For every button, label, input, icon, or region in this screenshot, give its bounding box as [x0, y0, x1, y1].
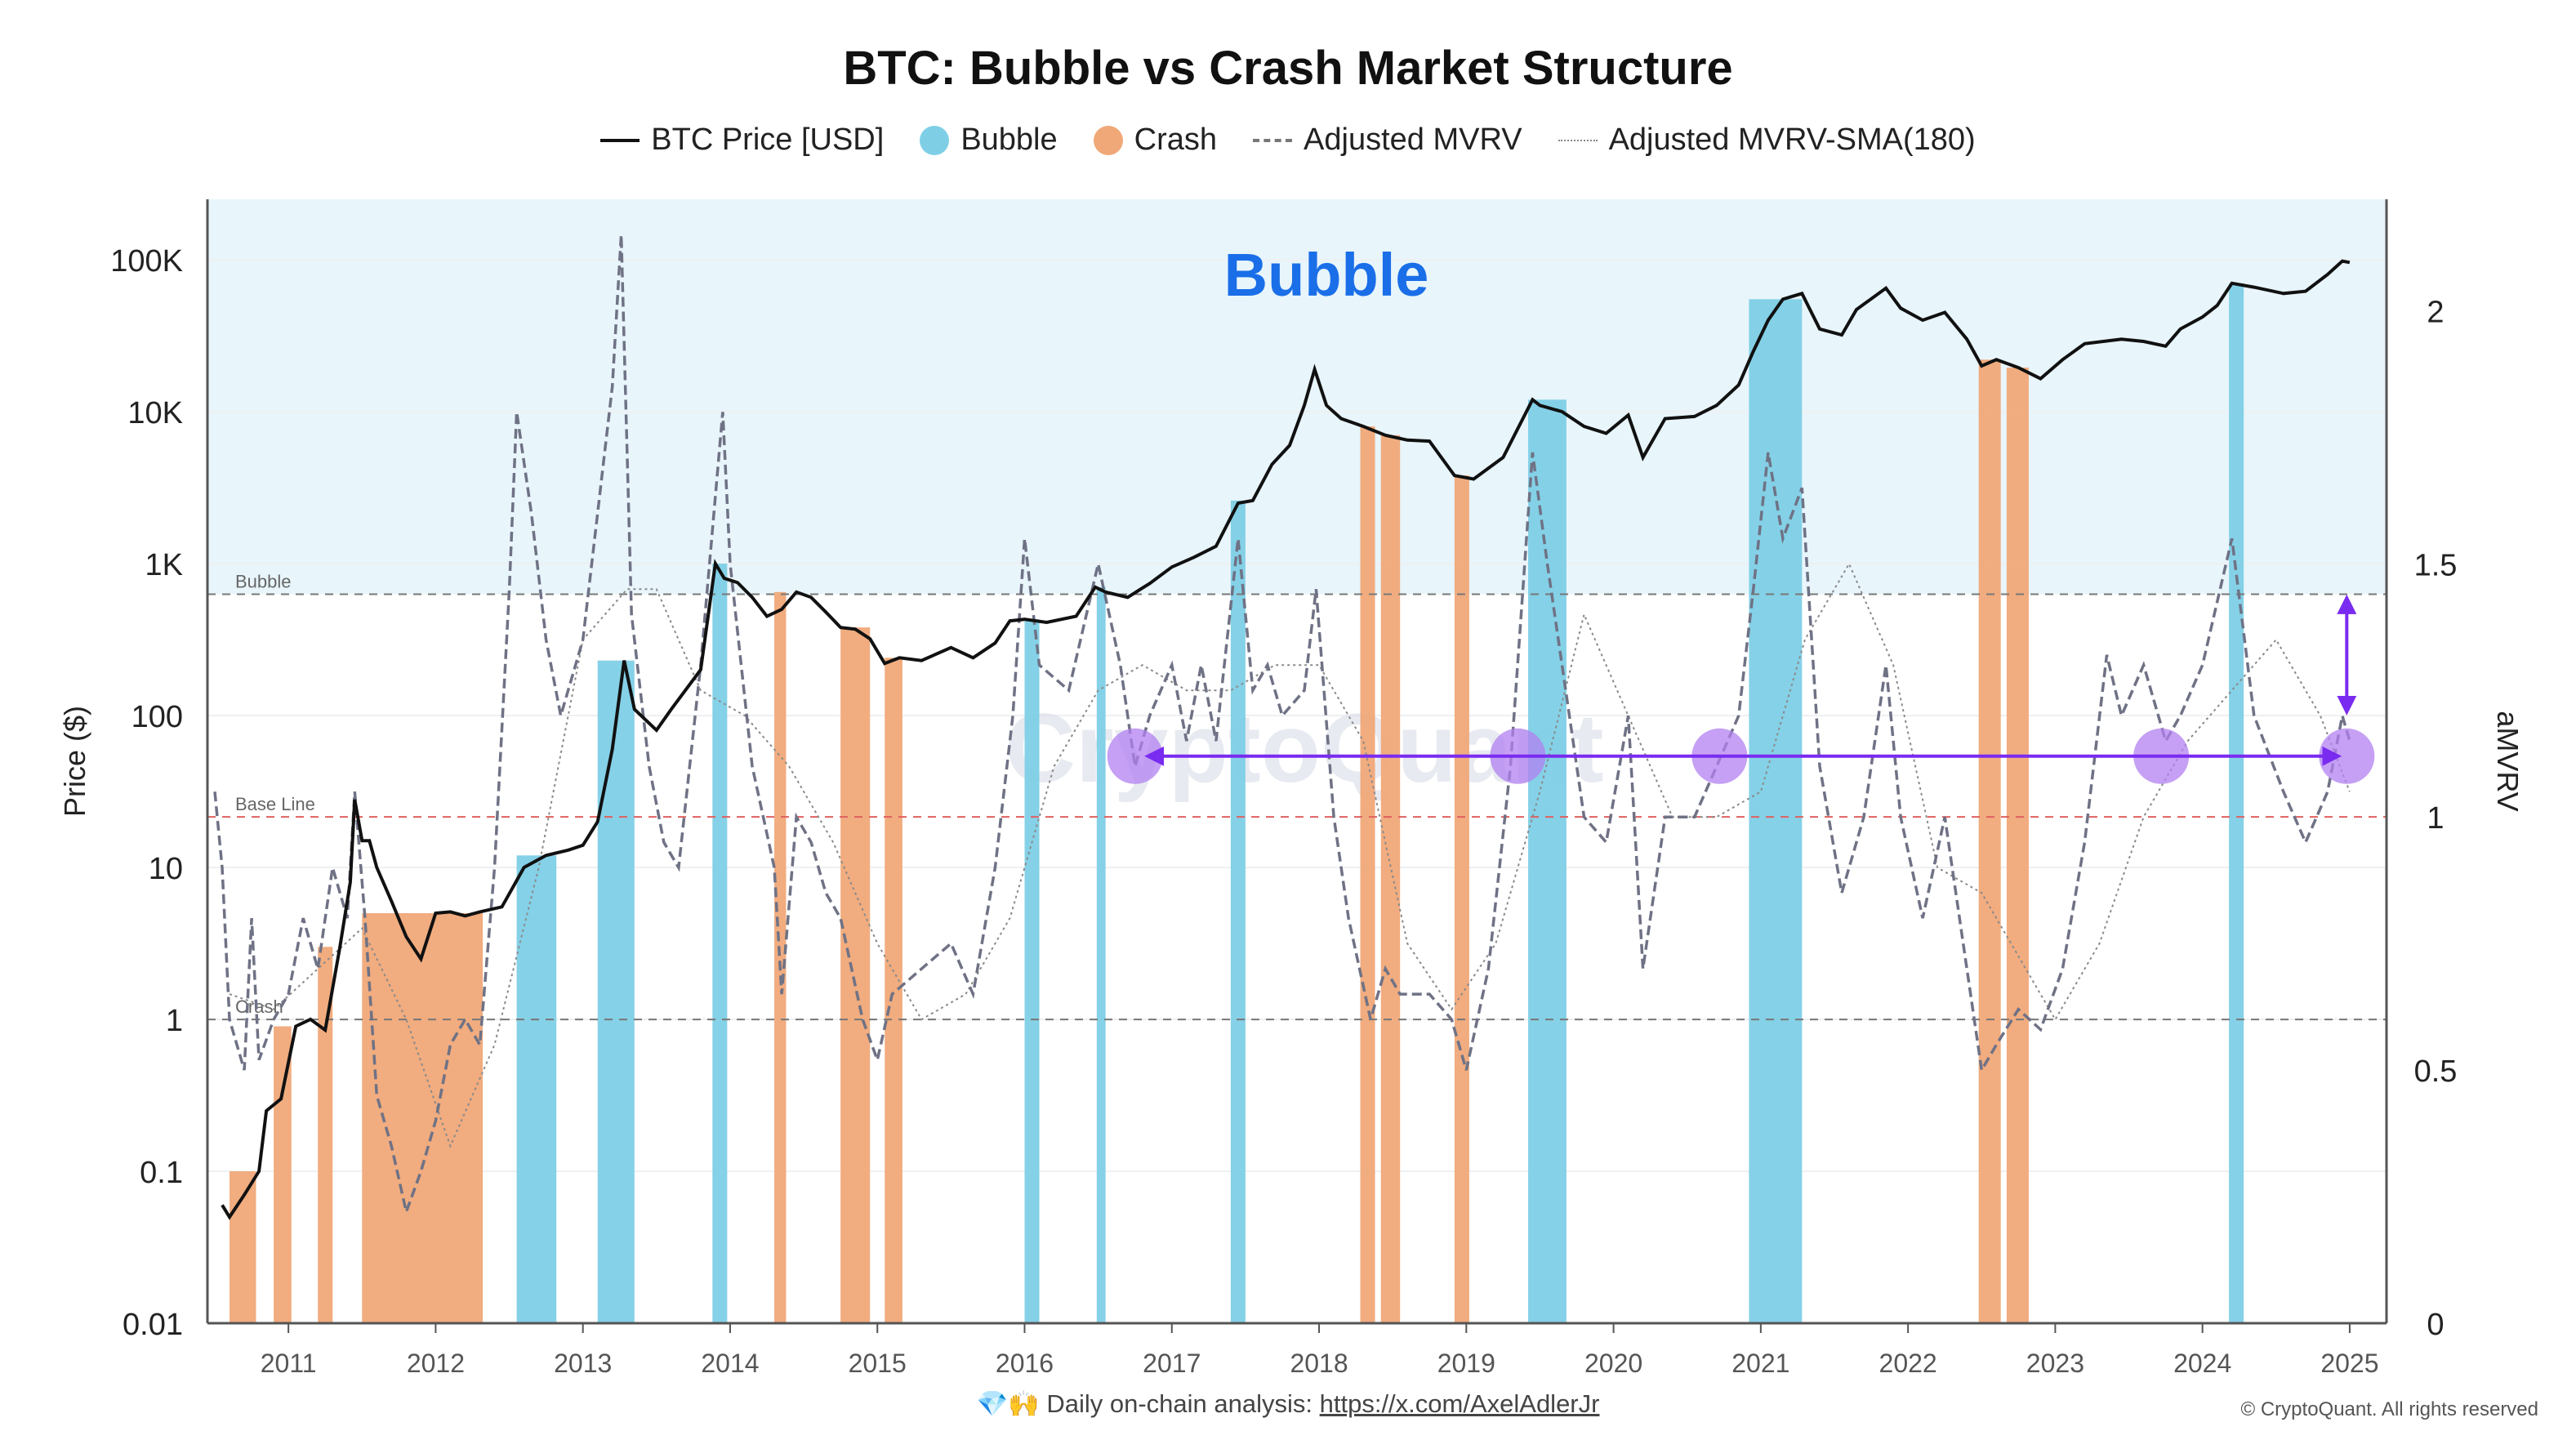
base-line-label: Base Line [235, 794, 315, 814]
crash-period-bar [2006, 368, 2029, 1323]
price-line [221, 259, 2351, 1220]
diamond-hands-icon: 💎🙌 [976, 1389, 1040, 1418]
legend: BTC Price [USD] Bubble Crash Adjusted MV… [0, 123, 2576, 158]
legend-mvrv-line [1253, 138, 1293, 142]
legend-sma-label: Adjusted MVRV-SMA(180) [1608, 123, 1976, 157]
legend-crash-swatch [1093, 125, 1123, 155]
y-right-tick-label: 2 [2427, 295, 2444, 329]
x-tick-label: 2016 [996, 1349, 1054, 1378]
footer-link[interactable]: https://x.com/AxelAdlerJr [1319, 1389, 1600, 1418]
bubble-period-bar [2229, 283, 2244, 1323]
y-right-tick-label: 1.5 [2414, 548, 2458, 582]
y-right-tick-label: 0 [2427, 1308, 2444, 1342]
legend-sma-line [1558, 139, 1598, 141]
marker-circle [1107, 728, 1163, 784]
x-tick-label: 2011 [261, 1349, 317, 1378]
crash-period-bar [774, 591, 787, 1323]
bubble-period-bar [1096, 586, 1106, 1323]
y-left-tick-label: 10K [127, 396, 183, 430]
x-tick-label: 2024 [2173, 1349, 2231, 1378]
y-left-tick-label: 1 [166, 1004, 183, 1038]
footer-text: Daily on-chain analysis: [1046, 1389, 1313, 1418]
x-tick-label: 2015 [849, 1349, 907, 1378]
bubble-period-bar [597, 660, 635, 1323]
legend-crash-label: Crash [1134, 123, 1218, 157]
mvrv-sma-line [229, 562, 2351, 1148]
bubble-line-label: Bubble [235, 571, 292, 591]
legend-mvrv[interactable]: Adjusted MVRV [1253, 123, 1522, 158]
y-left-tick-label: 1K [145, 548, 183, 582]
x-tick-label: 2022 [1879, 1349, 1937, 1378]
y-right-tick-label: 0.5 [2414, 1054, 2458, 1089]
y-right-axis-title: aMVRV [2491, 711, 2525, 811]
crash-period-bar [840, 627, 871, 1323]
bubble-zone-label: Bubble [1224, 241, 1429, 309]
y-left-tick-label: 0.1 [140, 1156, 183, 1190]
copyright: © CryptoQuant. All rights reserved [2240, 1398, 2539, 1420]
x-tick-label: 2017 [1143, 1349, 1201, 1378]
y-left-tick-label: 0.01 [123, 1308, 183, 1342]
crash-period-bar [1380, 435, 1401, 1323]
crash-line-label: Crash [235, 996, 283, 1017]
bubble-period-bar [516, 855, 557, 1323]
y-left-axis-title: Price ($) [58, 706, 91, 817]
crash-period-bar [318, 947, 333, 1323]
legend-sma[interactable]: Adjusted MVRV-SMA(180) [1558, 123, 1976, 158]
crash-period-bar [1360, 426, 1375, 1323]
legend-crash[interactable]: Crash [1093, 123, 1218, 158]
x-tick-label: 2014 [701, 1349, 759, 1378]
mvrv-line [213, 234, 2351, 1217]
crash-period-bar [230, 1171, 256, 1323]
x-tick-label: 2012 [407, 1349, 465, 1378]
x-tick-label: 2013 [554, 1349, 612, 1378]
y-left-tick-label: 10 [149, 852, 183, 886]
bubble-period-bar [1024, 619, 1040, 1323]
bubble-period-bar [1230, 500, 1246, 1323]
crash-period-bar [1978, 359, 2001, 1323]
y-left-tick-label: 100K [110, 244, 183, 279]
legend-bubble-label: Bubble [960, 123, 1058, 157]
marker-circle [2319, 728, 2375, 784]
crash-period-bar [362, 912, 484, 1323]
x-tick-label: 2019 [1437, 1349, 1495, 1378]
bubble-period-bar [1528, 399, 1567, 1323]
x-tick-label: 2018 [1290, 1349, 1348, 1378]
legend-price-line [600, 138, 640, 142]
x-tick-label: 2021 [1731, 1349, 1789, 1378]
chart-title: BTC: Bubble vs Crash Market Structure [843, 42, 1733, 95]
x-tick-label: 2023 [2026, 1349, 2084, 1378]
bubble-period-bar [712, 564, 728, 1323]
crash-period-bar [885, 658, 902, 1323]
legend-price[interactable]: BTC Price [USD] [600, 123, 884, 158]
x-tick-label: 2020 [1584, 1349, 1642, 1378]
crash-period-bar [274, 1026, 292, 1323]
x-tick-label: 2025 [2320, 1349, 2378, 1378]
legend-bubble[interactable]: Bubble [920, 123, 1058, 158]
y-left-tick-label: 100 [131, 700, 183, 734]
y-right-tick-label: 1 [2427, 801, 2444, 836]
legend-bubble-swatch [920, 125, 950, 155]
footer: 💎🙌 Daily on-chain analysis: https://x.co… [0, 1389, 2576, 1419]
legend-price-label: BTC Price [USD] [651, 123, 885, 157]
crash-period-bar [1454, 475, 1469, 1323]
legend-mvrv-label: Adjusted MVRV [1304, 123, 1522, 157]
bubble-period-bar [1749, 299, 1803, 1324]
